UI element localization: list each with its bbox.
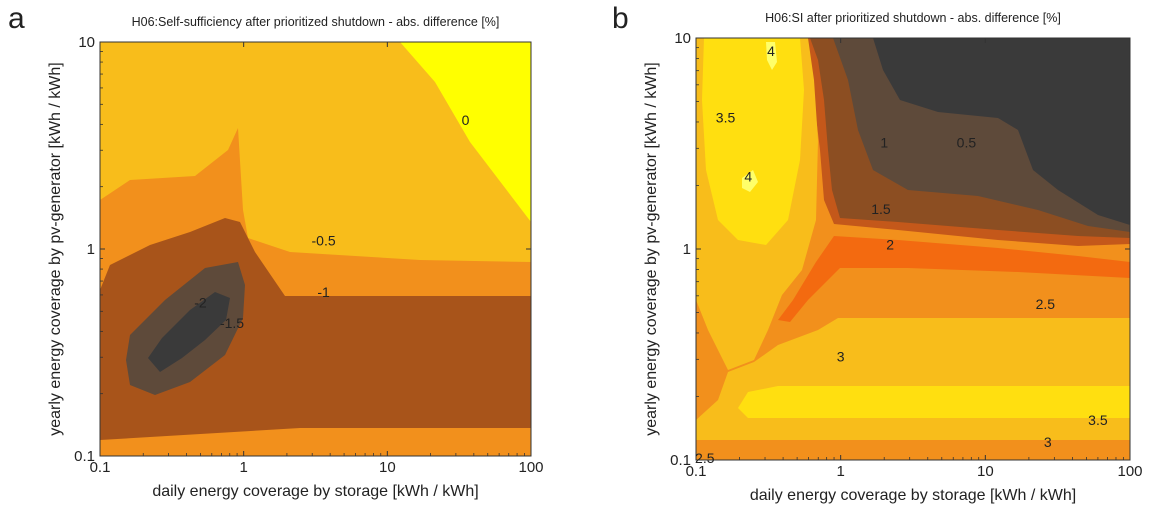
contour-label: -0.5 [312,232,336,248]
chart-title: H06:SI after prioritized shutdown - abs.… [765,11,1061,25]
contour-region [778,236,1130,322]
contour-region [400,42,531,222]
contour-label: 3.5 [1088,412,1108,428]
contour-label: 3 [1044,434,1052,450]
x-tick-label: 100 [1117,463,1142,480]
y-tick-label: 1 [87,241,95,258]
contour-region [702,38,804,245]
contour-label: 1.5 [871,201,891,217]
y-tick-label: 10 [674,30,691,47]
contour-label: 2.5 [695,450,715,466]
contour-label: 1 [880,134,888,150]
x-tick-label: 0.1 [686,463,707,480]
contour-label: 2 [886,237,894,253]
x-tick-label: 1 [239,459,247,476]
contour-label: 4 [744,169,752,185]
x-tick-label: 100 [518,459,543,476]
chart-panel-a: a 0.1 1 10 100 0.1 1 10 daily energy coverage b… [8,2,544,500]
y-axis-label: yearly energy coverage by pv-generator [… [643,62,660,436]
contour-plot-a: 0.1 1 10 100 0.1 1 10 daily energy coverage by … [47,15,544,500]
panel-letter-b: b [612,2,629,35]
contour-label: 0.5 [957,134,977,150]
y-tick-label: 0.1 [670,452,691,469]
contour-label: -1.5 [220,315,244,331]
x-tick-label: 1 [836,463,844,480]
chart-title: H06:Self-sufficiency after prioritized s… [132,15,500,29]
contour-label: 0 [462,112,470,128]
contour-label: 2.5 [1036,296,1056,312]
contour-fills [696,38,1130,460]
y-tick-label: 1 [683,241,691,258]
x-tick-label: 0.1 [90,459,111,476]
x-tick-label: 10 [379,459,396,476]
y-axis-label: yearly energy coverage by pv-generator [… [47,62,64,436]
contour-label: 3 [837,348,845,364]
contour-label: -1 [317,284,330,300]
contour-region [766,42,777,70]
contour-region [742,170,758,192]
contour-region [148,292,230,372]
contour-region [696,440,1130,460]
y-tick-label: 0.1 [74,448,95,465]
contour-region [873,38,1130,225]
y-tick-label: 10 [78,34,95,51]
x-axis-label: daily energy coverage by storage [kWh / … [750,487,1076,504]
contour-label: 4 [767,43,775,59]
x-tick-label: 10 [977,463,994,480]
x-axis-label: daily energy coverage by storage [kWh / … [152,483,478,500]
contour-region [738,386,1130,418]
contour-label: 3.5 [716,109,736,125]
chart-panel-b: b 0.1 1 10 100 0.1 1 10 daily energy coverage b… [578,0,1156,507]
contour-fills [100,42,531,456]
panel-letter-a: a [8,2,25,35]
contour-label: -2 [194,295,207,311]
contour-plot-b: 0.1 1 10 100 0.1 1 10 daily energy coverage by … [643,11,1143,504]
